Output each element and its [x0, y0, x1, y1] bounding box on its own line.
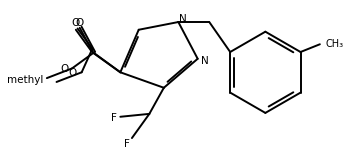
Text: O: O [69, 68, 77, 78]
Text: N: N [179, 14, 187, 24]
Text: methyl: methyl [7, 75, 43, 85]
Text: F: F [111, 113, 117, 123]
Text: O: O [76, 18, 84, 28]
Text: F: F [124, 139, 130, 149]
Text: O: O [72, 18, 80, 28]
Text: N: N [201, 56, 208, 66]
Text: CH₃: CH₃ [326, 39, 344, 49]
Text: O: O [61, 64, 69, 74]
